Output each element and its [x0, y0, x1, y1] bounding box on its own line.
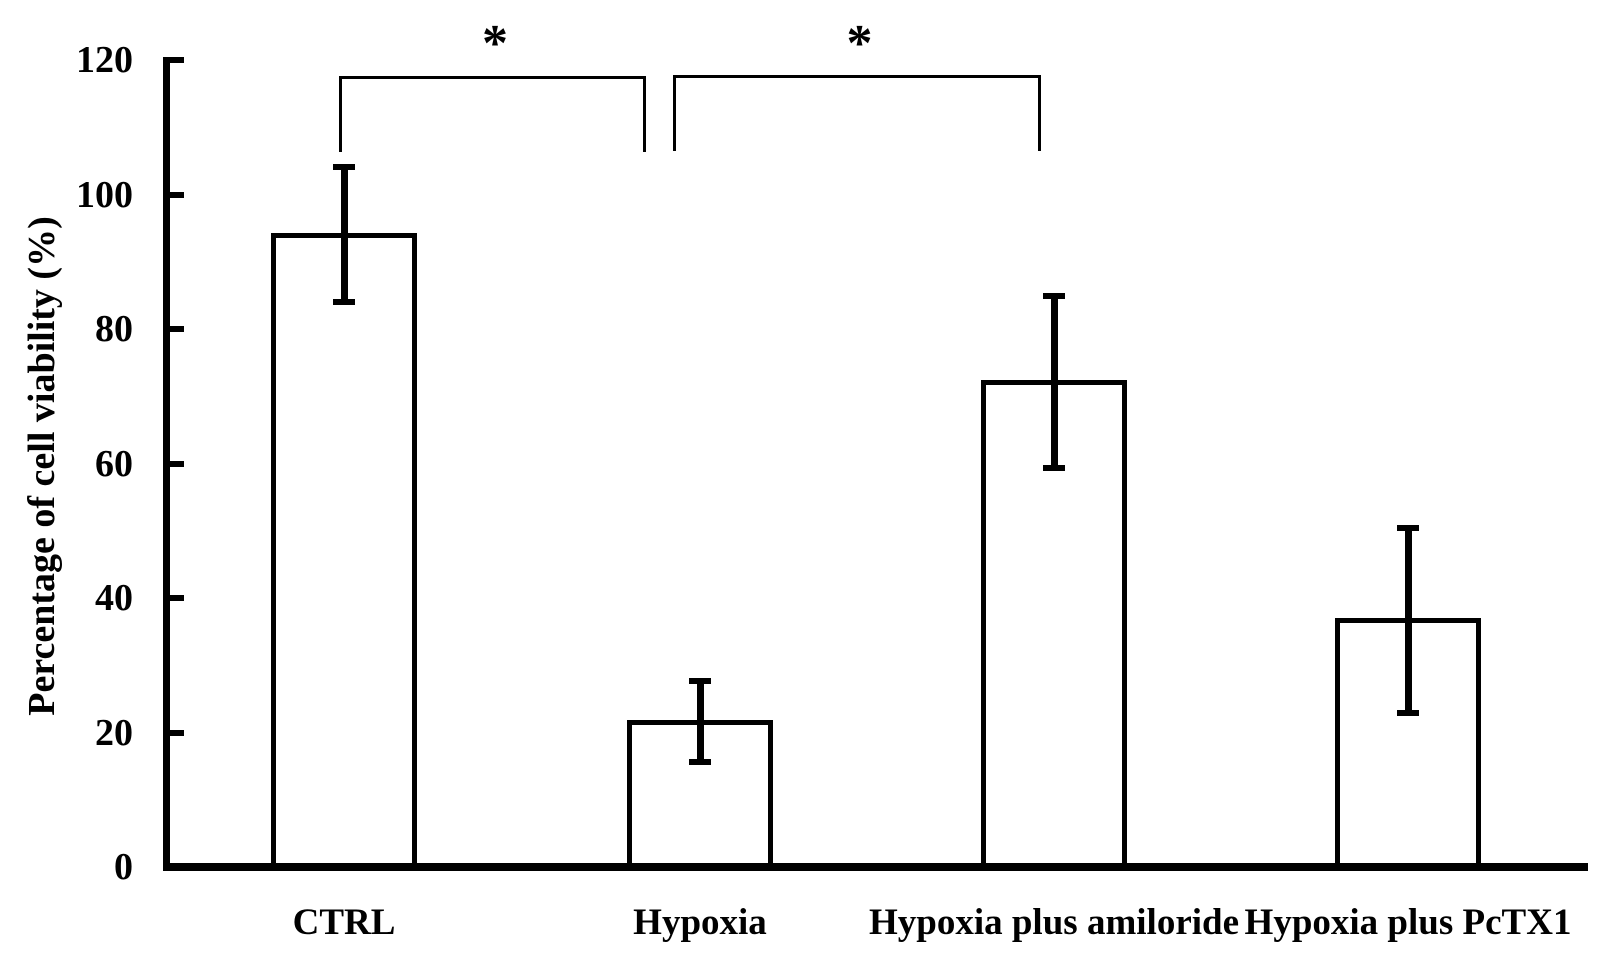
error-bar-top-cap-hypoxia-plus-amiloride — [1043, 293, 1065, 300]
error-bar-line-hypoxia-plus-pctx1 — [1405, 528, 1412, 713]
y-tick-label-80: 80 — [95, 308, 133, 350]
error-bar-top-cap-hypoxia-plus-pctx1 — [1397, 525, 1419, 532]
y-tick-label-20: 20 — [95, 711, 133, 754]
error-bar-bottom-cap-hypoxia-plus-amiloride — [1043, 465, 1065, 472]
y-tick-label-120: 120 — [76, 39, 133, 81]
x-tick-label-hypoxia-plus-pctx1: Hypoxia plus PcTX1 — [1244, 902, 1572, 943]
y-tick-label-60: 60 — [95, 442, 133, 485]
significance-asterisk-1: * — [482, 15, 508, 72]
error-bar-line-hypoxia-plus-amiloride — [1051, 296, 1058, 469]
error-bar-bottom-cap-hypoxia — [689, 759, 711, 766]
sig-bracket-left-leg-1 — [339, 76, 342, 152]
sig-bracket-top-1 — [339, 76, 646, 79]
error-bar-top-cap-hypoxia — [689, 677, 711, 684]
error-bar-line-ctrl — [341, 166, 348, 303]
y-tick-label-100: 100 — [76, 173, 133, 216]
x-tick-label-ctrl: CTRL — [292, 902, 396, 943]
error-bar-bottom-cap-hypoxia-plus-pctx1 — [1397, 709, 1419, 716]
y-tick-20 — [170, 729, 184, 736]
y-tick-label-40: 40 — [95, 577, 133, 619]
x-tick-label-hypoxia: Hypoxia — [633, 902, 767, 943]
y-tick-80 — [170, 326, 184, 332]
sig-bracket-top-2 — [673, 75, 1041, 78]
error-bar-top-cap-ctrl — [333, 163, 355, 170]
y-tick-label-0: 0 — [114, 846, 133, 888]
sig-bracket-right-leg-1 — [643, 76, 646, 152]
y-tick-120 — [170, 57, 184, 63]
x-tick-label-hypoxia-plus-amiloride: Hypoxia plus amiloride — [868, 902, 1240, 943]
bar-ctrl — [271, 232, 417, 871]
x-axis-line — [163, 863, 1588, 871]
sig-bracket-right-leg-2 — [1038, 75, 1041, 151]
sig-bracket-left-leg-2 — [673, 75, 676, 151]
y-tick-40 — [170, 595, 184, 601]
y-axis-line — [163, 57, 170, 871]
y-tick-60 — [170, 460, 184, 467]
error-bar-bottom-cap-ctrl — [333, 299, 355, 306]
y-tick-100 — [170, 191, 184, 198]
error-bar-line-hypoxia — [697, 680, 704, 763]
significance-asterisk-2: * — [846, 15, 873, 72]
